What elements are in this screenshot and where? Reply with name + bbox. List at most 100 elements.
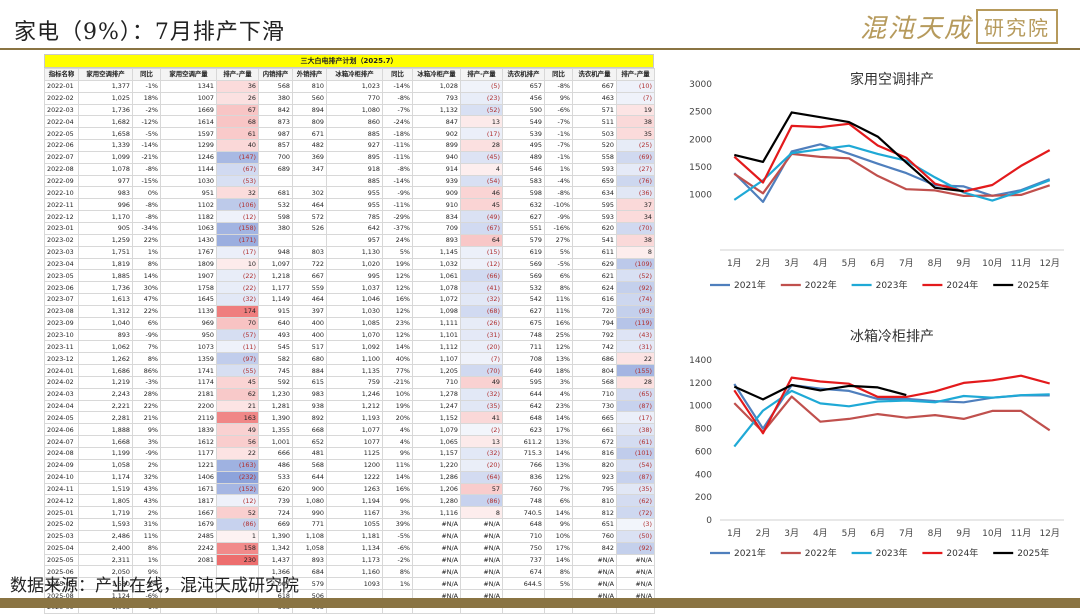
x-tick-label: 9月 [956,258,971,269]
table-cell: #N/A [460,529,503,543]
table-cell: 1,070 [326,328,383,342]
table-cell: 640 [258,316,293,330]
table-cell: 1907 [160,269,217,283]
table-header-row: 指标名称 家用空调排产 同比 家用空调产量 排产-产量 内销排产 外销排产 冰箱冷柜排产 同比冰… [44,68,655,81]
table-cell: 8% [382,565,413,579]
table-cell: 1,046 [326,293,383,306]
table-row: 2023-04 1,819 8% 1809 10 1,097 722 1,020 19% 1,03… [44,257,655,271]
table-cell: 900 [292,482,327,496]
table-cell: 9% [382,494,413,508]
table-cell: 517 [292,340,327,354]
table-row: 2023-11 1,062 7% 1073 (11) 545 517 1,092 14% 1,11… [44,340,655,354]
table-cell: 21% [132,411,161,425]
table-cell: 1,152 [412,411,461,425]
column-header: 家用空调产量 [160,68,217,81]
table-cell: 1,099 [78,150,133,164]
table-cell: 1669 [160,103,217,117]
table-cell: #N/A [460,553,503,567]
y-tick-label: 800 [695,425,712,435]
table-cell: 5% [544,577,573,591]
table-cell: 558 [572,150,617,164]
table-row: 2022-03 1,736 -2% 1669 67 842 894 1,080 -7% 1,132… [44,103,655,117]
y-tick-label: 1200 [689,379,712,389]
table-cell: (171) [216,233,259,247]
table-cell: 347 [292,162,327,176]
table-cell: 5% [382,245,413,259]
table-cell: 1,280 [412,494,461,508]
table-cell: 644.5 [502,577,545,591]
table-cell: 19% [382,257,413,271]
table-cell: 892 [292,411,327,425]
table-cell: 1,247 [412,399,461,413]
table-cell: 2025-03 [44,529,79,543]
table-cell: 1,160 [326,565,383,579]
table-cell: 11% [544,304,573,318]
table-cell: 569 [502,269,545,283]
table-cell: 539 [502,127,545,141]
table-row: 2024-07 1,668 3% 1612 56 1,001 652 1077 4% 1,065 1… [44,435,655,448]
table-cell: (10) [616,79,655,93]
table-cell: (17) [460,127,503,141]
table-cell: (43) [616,328,655,342]
table-cell: 158 [216,541,259,555]
table-cell: 10% [544,529,573,543]
table-cell: 1246 [160,150,217,164]
table-cell: 1102 [160,198,217,212]
series-line-2022年 [733,395,1051,434]
table-cell: 1767 [160,245,217,259]
table-cell: 671 [292,127,327,141]
table-cell: 948 [258,245,293,259]
table-cell: 940 [412,150,461,164]
table-cell: 1299 [160,139,217,152]
column-header: 排产-产量 [460,68,503,81]
table-cell: (31) [460,328,503,342]
table-cell: (70) [616,221,655,235]
table-cell: (54) [616,458,655,472]
table-row: 2023-08 1,312 22% 1139 174 915 397 1,030 12% 1,09… [44,304,655,318]
table-row: 2022-11 996 -8% 1102 (106) 532 464 955 -11% 910 45… [44,198,655,212]
table-cell: 1125 [326,447,383,460]
table-cell: 642 [502,399,545,413]
table-cell: 2024-06 [44,423,79,437]
table-cell: 1,377 [78,79,133,93]
table-cell: 593 [572,210,617,223]
table-cell: 163 [216,411,259,425]
table-cell: 568 [292,458,327,472]
table-cell: 1,058 [78,458,133,472]
table-cell: -8% [132,162,161,176]
table-cell: 957 [326,233,383,247]
table-cell: (66) [460,269,503,283]
table-cell: 593 [572,162,617,176]
table-cell: 1614 [160,115,217,129]
table-cell: 61 [216,127,259,141]
table-cell: (23) [460,91,503,105]
table-cell: 6% [132,316,161,330]
table-cell: 2022-02 [44,91,79,105]
table-cell: 895 [326,150,383,164]
table-cell: 57 [460,482,503,496]
table-cell: 1,218 [258,269,293,283]
table-cell: 2023-03 [44,245,79,259]
table-cell: 12% [382,269,413,283]
table-cell: -5% [382,529,413,543]
table-cell: 1,020 [326,257,383,271]
table-cell: 1,246 [326,387,383,401]
table-cell: 1,181 [326,529,383,543]
table-cell: 1,312 [78,304,133,318]
table-cell: 983 [78,186,133,200]
x-tick-label: 12月 [1039,528,1059,539]
table-cell: 710 [572,387,617,401]
table-cell: 380 [258,221,293,235]
table-cell: (26) [460,316,503,330]
table-cell: (54) [460,174,503,188]
table-cell: -2% [382,553,413,567]
x-tick-label: 6月 [870,528,885,539]
table-cell: 987 [258,127,293,141]
table-cell: 22% [132,304,161,318]
table-cell: 810 [572,494,617,508]
series-line-2023年 [733,389,1050,448]
table-cell: 794 [572,316,617,330]
table-cell: -9% [132,328,161,342]
table-title: 三大白电排产计划（2025.7） [44,54,654,68]
table-cell: 621 [572,269,617,283]
